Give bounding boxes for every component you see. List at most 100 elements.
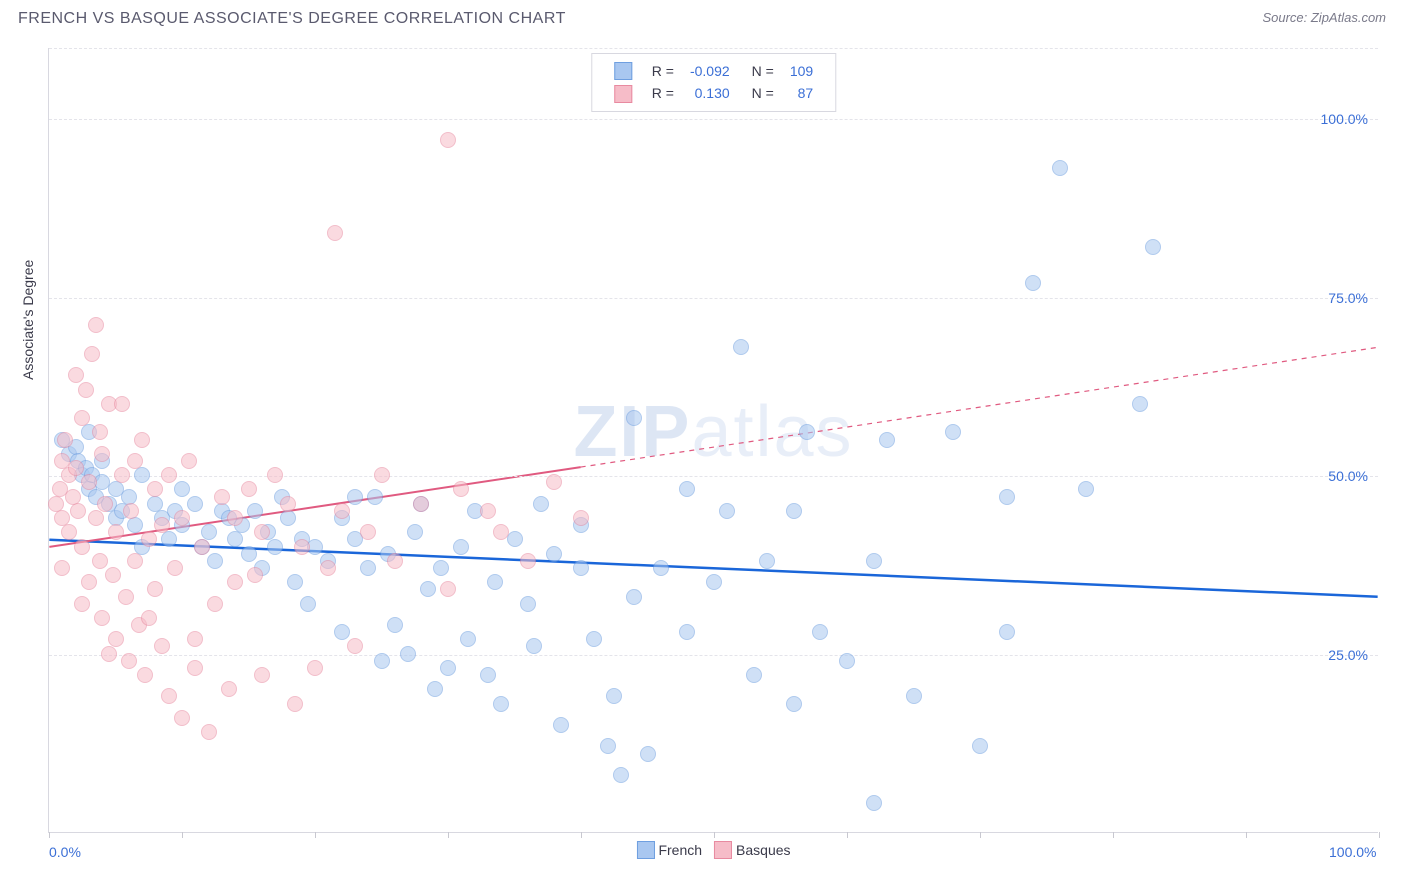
x-tick — [1113, 832, 1114, 838]
data-point — [573, 560, 589, 576]
data-point — [141, 610, 157, 626]
data-point — [440, 660, 456, 676]
data-point — [97, 496, 113, 512]
data-point — [573, 510, 589, 526]
data-point — [174, 510, 190, 526]
data-point — [134, 467, 150, 483]
data-point — [460, 631, 476, 647]
data-point — [127, 453, 143, 469]
data-point — [480, 503, 496, 519]
data-point — [360, 560, 376, 576]
legend-item: French — [636, 841, 702, 859]
data-point — [254, 667, 270, 683]
data-point — [287, 574, 303, 590]
y-tick-label: 100.0% — [1321, 111, 1368, 127]
data-point — [719, 503, 735, 519]
data-point — [247, 503, 263, 519]
legend-stat-row: R =-0.092N =109 — [606, 60, 821, 82]
data-point — [267, 539, 283, 555]
x-tick — [448, 832, 449, 838]
plot-area: ZIPatlas R =-0.092N =109R =0.130N =87 Fr… — [48, 48, 1378, 833]
data-point — [61, 524, 77, 540]
data-point — [70, 503, 86, 519]
data-point — [374, 467, 390, 483]
data-point — [626, 410, 642, 426]
data-point — [88, 317, 104, 333]
data-point — [679, 481, 695, 497]
data-point — [247, 567, 263, 583]
data-point — [999, 489, 1015, 505]
x-tick — [1246, 832, 1247, 838]
trend-lines — [49, 48, 1378, 832]
grid-line — [49, 119, 1378, 120]
data-point — [127, 553, 143, 569]
data-point — [999, 624, 1015, 640]
data-point — [147, 481, 163, 497]
y-tick-label: 50.0% — [1328, 468, 1368, 484]
data-point — [300, 596, 316, 612]
data-point — [207, 553, 223, 569]
data-point — [114, 396, 130, 412]
data-point — [586, 631, 602, 647]
data-point — [487, 574, 503, 590]
data-point — [433, 560, 449, 576]
data-point — [812, 624, 828, 640]
data-point — [154, 517, 170, 533]
data-point — [606, 688, 622, 704]
data-point — [347, 489, 363, 505]
data-point — [334, 503, 350, 519]
data-point — [74, 596, 90, 612]
data-point — [114, 467, 130, 483]
data-point — [161, 467, 177, 483]
data-point — [187, 496, 203, 512]
data-point — [626, 589, 642, 605]
data-point — [267, 467, 283, 483]
data-point — [227, 510, 243, 526]
data-point — [280, 496, 296, 512]
data-point — [746, 667, 762, 683]
data-point — [241, 546, 257, 562]
data-point — [520, 596, 536, 612]
data-point — [520, 553, 536, 569]
legend-series: FrenchBasques — [630, 841, 796, 862]
data-point — [227, 574, 243, 590]
data-point — [68, 460, 84, 476]
data-point — [799, 424, 815, 440]
data-point — [1025, 275, 1041, 291]
y-axis-title: Associate's Degree — [20, 260, 36, 380]
source-label: Source: ZipAtlas.com — [1262, 10, 1386, 25]
data-point — [81, 474, 97, 490]
data-point — [123, 503, 139, 519]
data-point — [480, 667, 496, 683]
data-point — [105, 567, 121, 583]
data-point — [600, 738, 616, 754]
x-tick — [49, 832, 50, 838]
data-point — [733, 339, 749, 355]
x-tick-label: 100.0% — [1329, 844, 1376, 860]
data-point — [1145, 239, 1161, 255]
data-point — [84, 346, 100, 362]
data-point — [74, 410, 90, 426]
grid-line — [49, 48, 1378, 49]
data-point — [92, 553, 108, 569]
data-point — [121, 653, 137, 669]
data-point — [161, 531, 177, 547]
data-point — [101, 646, 117, 662]
data-point — [137, 667, 153, 683]
data-point — [453, 481, 469, 497]
data-point — [147, 581, 163, 597]
data-point — [327, 225, 343, 241]
data-point — [906, 688, 922, 704]
data-point — [134, 432, 150, 448]
data-point — [81, 574, 97, 590]
data-point — [453, 539, 469, 555]
data-point — [187, 660, 203, 676]
y-tick-label: 25.0% — [1328, 647, 1368, 663]
data-point — [127, 517, 143, 533]
data-point — [334, 624, 350, 640]
data-point — [94, 446, 110, 462]
grid-line — [49, 655, 1378, 656]
data-point — [786, 696, 802, 712]
y-tick-label: 75.0% — [1328, 290, 1368, 306]
data-point — [945, 424, 961, 440]
